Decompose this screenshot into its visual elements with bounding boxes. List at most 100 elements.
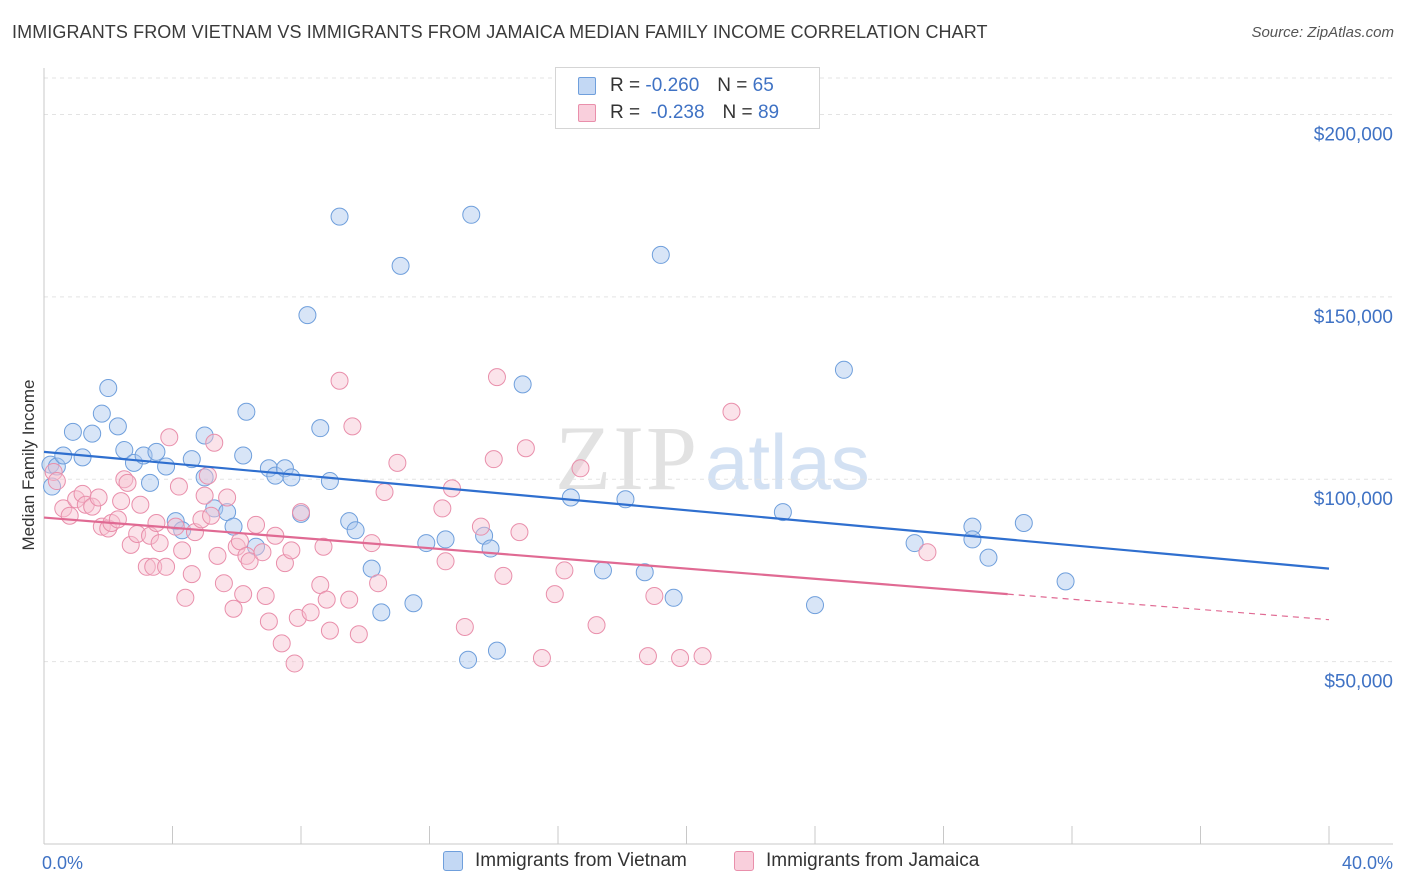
y-tick-label-150000: $150,000 <box>1314 307 1393 328</box>
jamaica-point-23 <box>150 534 169 553</box>
jamaica-point-86 <box>645 586 664 605</box>
stats-n-value-vietnam: 65 <box>752 75 774 96</box>
vietnam-point-62 <box>1014 514 1033 533</box>
legend-item-vietnam[interactable]: Immigrants from Vietnam <box>443 850 687 872</box>
vietnam-point-2 <box>54 446 73 465</box>
jamaica-point-27 <box>169 477 188 496</box>
vietnam-point-49 <box>561 488 580 507</box>
vietnam-point-44 <box>462 205 481 224</box>
jamaica-point-51 <box>272 634 291 653</box>
vietnam-point-29 <box>282 468 301 487</box>
jamaica-point-10 <box>99 519 118 538</box>
jamaica-point-19 <box>137 557 156 576</box>
jamaica-point-67 <box>369 574 388 593</box>
vietnam-point-5 <box>83 424 102 443</box>
axes: $50,000 $100,000 $150,000 $200,000 <box>43 68 1393 845</box>
jamaica-point-76 <box>487 368 506 387</box>
stats-n-label: N = <box>722 102 753 123</box>
vietnam-point-7 <box>99 379 118 398</box>
jamaica-point-57 <box>301 603 320 622</box>
jamaica-point-43 <box>234 585 253 604</box>
vietnam-point-24 <box>237 402 256 421</box>
legend-item-jamaica[interactable]: Immigrants from Jamaica <box>734 850 979 872</box>
jamaica-point-61 <box>320 621 339 640</box>
jamaica-point-78 <box>510 523 529 542</box>
vietnam-point-63 <box>1056 572 1075 591</box>
jamaica-point-28 <box>173 541 192 560</box>
jamaica-point-82 <box>555 561 574 580</box>
jamaica-point-37 <box>208 546 227 565</box>
jamaica-point-15 <box>118 473 137 492</box>
vietnam-point-52 <box>635 563 654 582</box>
jamaica-point-90 <box>918 543 937 562</box>
jamaica-point-21 <box>144 557 163 576</box>
vietnam-point-17 <box>182 450 201 469</box>
jamaica-point-48 <box>256 586 275 605</box>
jamaica-point-8 <box>89 488 108 507</box>
jamaica-point-12 <box>108 510 127 529</box>
jamaica-point-81 <box>545 585 564 604</box>
jamaica-point-59 <box>314 537 333 556</box>
stats-n-value-jamaica: 89 <box>757 102 780 123</box>
vietnam-point-15 <box>166 512 185 531</box>
vietnam-point-40 <box>404 594 423 613</box>
jamaica-point-33 <box>195 486 214 505</box>
legend-label-jamaica: Immigrants from Jamaica <box>766 850 980 871</box>
jamaica-point-18 <box>131 495 150 514</box>
x-tick-label-max: 40.0% <box>1342 853 1393 873</box>
jamaica-point-13 <box>112 492 131 511</box>
vietnam-point-34 <box>330 207 349 226</box>
jamaica-point-65 <box>349 625 368 644</box>
jamaica-point-32 <box>192 510 211 529</box>
vietnam-point-3 <box>63 422 82 441</box>
jamaica-point-71 <box>436 552 455 571</box>
jamaica-point-56 <box>292 503 310 522</box>
chart-title: IMMIGRANTS FROM VIETNAM VS IMMIGRANTS FR… <box>12 22 988 42</box>
jamaica-point-62 <box>330 371 349 390</box>
vietnam-point-18 <box>195 426 214 445</box>
jamaica-point-3 <box>60 506 79 525</box>
vietnam-point-27 <box>266 466 285 485</box>
jamaica-point-29 <box>176 588 195 607</box>
vietnam-point-60 <box>963 530 982 549</box>
vietnam-point-39 <box>391 256 410 275</box>
stats-r-value-jamaica: -0.238 <box>650 102 705 123</box>
jamaica-point-74 <box>471 517 490 536</box>
vietnam-point-38 <box>372 603 391 622</box>
vietnam-point-4 <box>73 448 92 467</box>
jamaica-point-88 <box>693 647 712 666</box>
vietnam-point-23 <box>234 446 253 465</box>
y-tick-label-200000: $200,000 <box>1314 124 1393 145</box>
vietnam-point-57 <box>834 360 853 379</box>
grid-lines <box>44 77 1395 663</box>
vietnam-point-58 <box>905 534 924 553</box>
y-axis-label: Median Family Income <box>19 379 38 550</box>
vietnam-point-31 <box>298 306 317 325</box>
jamaica-point-16 <box>121 535 140 554</box>
vietnam-point-33 <box>320 472 339 491</box>
jamaica-point-39 <box>218 488 237 507</box>
jamaica-point-54 <box>285 654 304 673</box>
chart-source: Source: ZipAtlas.com <box>1251 24 1394 41</box>
legend-label-vietnam: Immigrants from Vietnam <box>475 850 687 871</box>
jamaica-point-73 <box>455 617 474 636</box>
vietnam-point-14 <box>157 457 176 476</box>
stats-r-label: R = <box>610 75 641 96</box>
vietnam-point-8 <box>108 417 127 436</box>
vietnam-point-13 <box>147 442 166 461</box>
y-tick-label-100000: $100,000 <box>1314 489 1393 510</box>
vietnam-point-47 <box>487 641 506 660</box>
jamaica-point-80 <box>532 648 551 667</box>
vietnam-point-32 <box>311 419 330 438</box>
stats-swatch-jamaica <box>578 104 596 122</box>
jamaica-point-30 <box>182 565 201 584</box>
jamaica-point-77 <box>494 566 513 585</box>
jamaica-point-79 <box>516 439 535 458</box>
jamaica-point-22 <box>147 514 166 533</box>
jamaica-point-53 <box>282 541 301 560</box>
watermark-zip: ZIP <box>555 407 699 509</box>
jamaica-point-25 <box>160 428 179 447</box>
jamaica-point-40 <box>224 599 243 618</box>
stats-row-jamaica: R = -0.238 N = 89 <box>578 99 779 127</box>
